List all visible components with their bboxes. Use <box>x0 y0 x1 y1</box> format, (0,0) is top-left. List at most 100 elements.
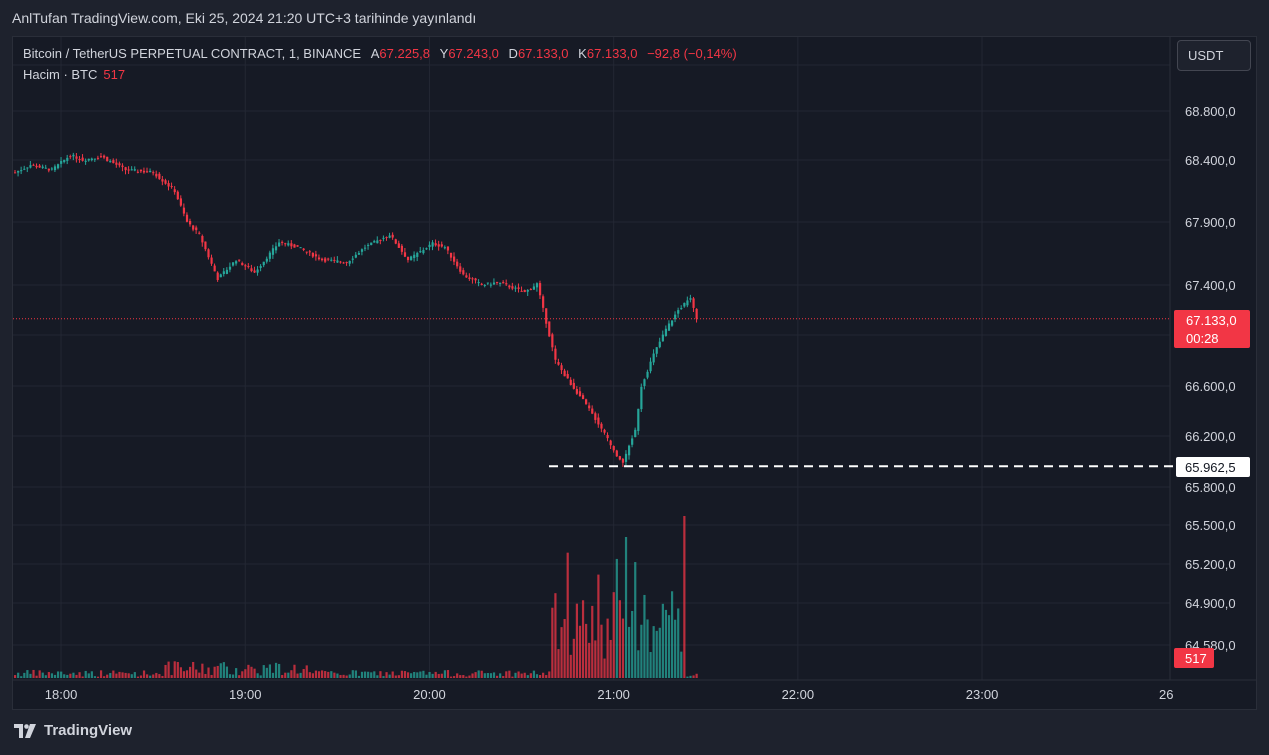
volume-bar <box>646 619 649 678</box>
candle-body <box>385 237 388 239</box>
volume-bar <box>250 666 253 678</box>
candle-body <box>437 244 440 247</box>
volume-bar <box>256 673 259 678</box>
volume-bar <box>495 675 499 678</box>
candle-body <box>545 308 548 324</box>
volume-bar <box>103 676 106 678</box>
candle-body <box>606 434 609 439</box>
candle-body <box>646 371 649 378</box>
volume-bar <box>689 675 692 678</box>
volume-bar <box>434 671 437 678</box>
volume-bar <box>468 675 471 678</box>
candle-body <box>35 165 38 168</box>
volume-bar <box>609 639 612 678</box>
volume-bar <box>244 669 247 678</box>
candle-body <box>468 277 471 279</box>
candle-body <box>201 236 204 243</box>
volume-bar <box>545 675 548 678</box>
volume-bar <box>228 674 232 678</box>
candle-body <box>342 262 345 264</box>
current-price-label: 67.133,0 00:28 <box>1174 310 1250 348</box>
volume-bar <box>213 666 216 678</box>
candle-body <box>103 155 106 158</box>
volume-bar <box>600 624 603 678</box>
volume-bar <box>517 671 520 678</box>
candle-body <box>612 446 615 451</box>
volume-bar <box>621 618 625 678</box>
y-tick-label: 68.800,0 <box>1185 104 1236 119</box>
y-tick-label: 66.200,0 <box>1185 429 1236 444</box>
candle-body <box>600 423 603 429</box>
candle-body <box>508 285 511 288</box>
volume-bar <box>459 675 462 678</box>
candle-body <box>594 413 597 420</box>
volume-bar <box>628 626 631 678</box>
candle-body <box>419 251 422 253</box>
volume-bar <box>563 619 566 678</box>
candle-body <box>563 370 566 377</box>
candle-body <box>655 347 658 354</box>
volume-bar <box>69 673 72 678</box>
volume-bar <box>210 674 213 678</box>
candle-body <box>523 289 526 293</box>
tradingview-logo[interactable]: TradingView <box>14 722 132 739</box>
volume-bar <box>520 673 523 678</box>
tradingview-brand: TradingView <box>44 722 133 739</box>
volume-bar <box>207 667 210 678</box>
candle-body <box>652 353 655 363</box>
volume-bar <box>551 607 554 678</box>
volume-bar <box>674 619 677 678</box>
candle-body <box>603 429 606 433</box>
candle-body <box>284 243 287 245</box>
volume-bar <box>529 673 532 678</box>
volume-bar <box>449 676 453 678</box>
volume-badge-value: 517 <box>1185 651 1207 666</box>
candle-body <box>17 170 20 173</box>
currency-button[interactable]: USDT <box>1177 40 1251 71</box>
volume-bar <box>578 625 582 678</box>
candle-body <box>658 341 661 348</box>
volume-bar <box>572 638 575 678</box>
current-price-value: 67.133,0 <box>1186 313 1237 328</box>
close-value: 67.133,0 <box>586 46 638 61</box>
candle-body <box>434 243 437 246</box>
candle-body <box>167 183 170 187</box>
volume-bar <box>446 670 450 678</box>
volume-bar <box>38 670 41 678</box>
candle-body <box>363 247 367 249</box>
candle-body <box>400 245 404 252</box>
volume-bar <box>235 668 238 678</box>
candle-body <box>26 167 29 169</box>
volume-bar <box>124 672 127 678</box>
volume-bar <box>63 674 66 678</box>
volume-bar <box>41 672 44 678</box>
volume-bar <box>29 673 32 678</box>
volume-bar <box>118 671 121 678</box>
candle-body <box>354 254 357 258</box>
candle-body <box>686 300 689 306</box>
volume-bar <box>274 662 278 678</box>
candle-body <box>566 373 569 379</box>
volume-bar <box>376 675 379 678</box>
volume-bar <box>655 630 658 678</box>
volume-bar <box>471 673 474 678</box>
candle-body <box>548 321 551 337</box>
candle-body <box>222 271 225 274</box>
volume-bar <box>677 608 680 678</box>
candle-body <box>483 284 486 286</box>
candle-body <box>164 180 167 184</box>
candle-body <box>502 282 505 284</box>
candle-body <box>78 159 81 161</box>
candle-body <box>514 287 517 289</box>
volume-bar <box>422 670 425 678</box>
volume-bar <box>631 610 634 678</box>
candle-body <box>367 244 370 246</box>
published-header: AnlTufan TradingView.com, Eki 25, 2024 2… <box>12 10 477 26</box>
volume-bars <box>14 516 698 678</box>
volume-bar <box>32 669 35 678</box>
volume-bar <box>188 666 192 678</box>
volume-bar <box>597 574 600 678</box>
volume-bar <box>20 676 23 678</box>
volume-bar <box>60 671 63 678</box>
